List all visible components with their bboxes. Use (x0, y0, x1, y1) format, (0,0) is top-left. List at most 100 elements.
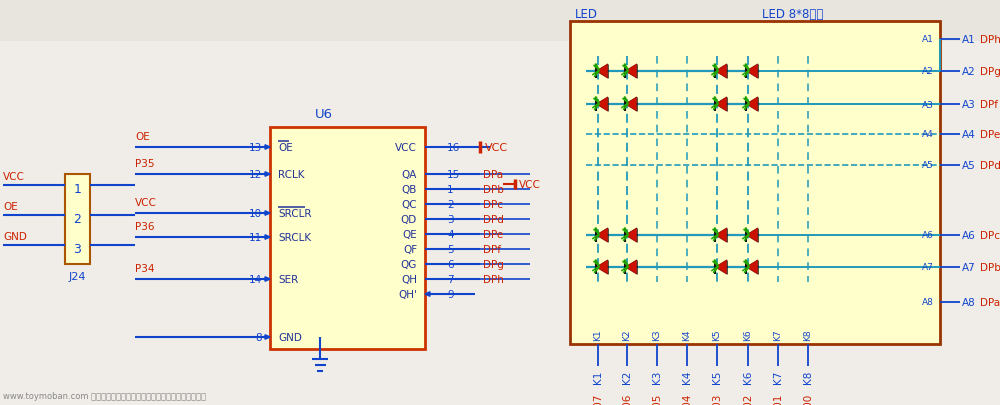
Text: A7: A7 (962, 262, 976, 272)
Polygon shape (746, 228, 758, 243)
Text: 8: 8 (255, 332, 262, 342)
Polygon shape (625, 260, 637, 275)
Text: 13: 13 (249, 143, 262, 153)
Polygon shape (715, 98, 727, 112)
Polygon shape (596, 228, 608, 243)
Text: P36: P36 (135, 222, 155, 231)
Text: P03: P03 (712, 392, 722, 405)
Text: VCC: VCC (395, 143, 417, 153)
Text: DPe: DPe (980, 130, 1000, 140)
Text: K8: K8 (803, 328, 812, 340)
Text: A8: A8 (922, 298, 934, 307)
Text: 4: 4 (447, 230, 454, 239)
Text: 1: 1 (447, 185, 454, 194)
Text: A4: A4 (922, 130, 934, 139)
Text: K4: K4 (682, 369, 692, 383)
Text: 12: 12 (249, 170, 262, 179)
Text: J24: J24 (69, 271, 86, 281)
Text: A2: A2 (922, 67, 934, 76)
Text: QH': QH' (398, 289, 417, 299)
Text: P04: P04 (682, 392, 692, 405)
Text: QE: QE (402, 230, 417, 239)
Polygon shape (265, 235, 270, 240)
Text: U6: U6 (315, 107, 333, 120)
Polygon shape (746, 65, 758, 79)
Text: K7: K7 (773, 369, 783, 383)
Text: 10: 10 (249, 209, 262, 218)
Text: K1: K1 (593, 369, 603, 383)
Text: K1: K1 (594, 328, 602, 340)
Text: A1: A1 (962, 35, 976, 45)
Polygon shape (715, 65, 727, 79)
Polygon shape (715, 228, 727, 243)
Polygon shape (265, 335, 270, 339)
Text: A7: A7 (922, 263, 934, 272)
Text: DPh: DPh (980, 35, 1000, 45)
Text: DPb: DPb (980, 262, 1000, 272)
Text: LED: LED (575, 7, 598, 20)
Bar (0, 0, 1000, 42)
Text: 3: 3 (447, 215, 454, 224)
Text: 15: 15 (447, 170, 460, 179)
Text: LED 8*8点阵: LED 8*8点阵 (762, 7, 824, 20)
Text: P07: P07 (593, 392, 603, 405)
Text: K5: K5 (712, 328, 722, 340)
Text: A6: A6 (962, 230, 976, 241)
Text: VCC: VCC (135, 198, 157, 207)
Text: A4: A4 (962, 130, 976, 140)
Text: A3: A3 (962, 100, 976, 110)
Text: DPa: DPa (980, 297, 1000, 307)
Text: 6: 6 (447, 259, 454, 269)
Text: 7: 7 (447, 274, 454, 284)
Text: OE: OE (278, 143, 293, 153)
Text: QB: QB (402, 185, 417, 194)
Text: www.toymoban.com 网络图片仅供展示，非存储，如有侵权请联系删除。: www.toymoban.com 网络图片仅供展示，非存储，如有侵权请联系删除。 (3, 391, 206, 400)
Text: K2: K2 (622, 328, 632, 340)
Text: DPd: DPd (483, 215, 504, 224)
Text: DPd: DPd (980, 161, 1000, 171)
Text: DPb: DPb (483, 185, 504, 194)
Text: P01: P01 (773, 392, 783, 405)
Text: GND: GND (278, 332, 302, 342)
Bar (570, 22, 940, 344)
Polygon shape (625, 228, 637, 243)
Bar (65, 175, 90, 264)
Text: 9: 9 (447, 289, 454, 299)
Text: VCC: VCC (519, 179, 541, 190)
Text: K3: K3 (652, 369, 662, 383)
Text: A6: A6 (922, 231, 934, 240)
Text: QH: QH (401, 274, 417, 284)
Text: P34: P34 (135, 263, 155, 273)
Text: P35: P35 (135, 159, 155, 168)
Text: P05: P05 (652, 392, 662, 405)
Polygon shape (265, 211, 270, 216)
Polygon shape (746, 260, 758, 275)
Text: VCC: VCC (485, 143, 508, 153)
Text: VCC: VCC (3, 172, 25, 181)
Text: DPa: DPa (483, 170, 503, 179)
Text: A3: A3 (922, 100, 934, 109)
Text: 1: 1 (74, 183, 81, 196)
Text: A8: A8 (962, 297, 976, 307)
Text: OE: OE (135, 132, 150, 142)
Bar (270, 128, 425, 349)
Text: P02: P02 (743, 392, 753, 405)
Text: DPf: DPf (980, 100, 998, 110)
Polygon shape (625, 65, 637, 79)
Text: RCLK: RCLK (278, 170, 305, 179)
Text: K6: K6 (743, 369, 753, 383)
Text: K3: K3 (652, 328, 662, 340)
Text: QD: QD (401, 215, 417, 224)
Text: A2: A2 (962, 67, 976, 77)
Text: K4: K4 (682, 328, 692, 340)
Text: K2: K2 (622, 369, 632, 383)
Text: 16: 16 (447, 143, 460, 153)
Text: 5: 5 (447, 244, 454, 254)
Text: K6: K6 (744, 328, 753, 340)
Text: QG: QG (401, 259, 417, 269)
Text: SRCLR: SRCLR (278, 209, 312, 218)
Text: DPe: DPe (483, 230, 503, 239)
Polygon shape (265, 145, 270, 150)
Polygon shape (625, 98, 637, 112)
Text: DPf: DPf (483, 244, 501, 254)
